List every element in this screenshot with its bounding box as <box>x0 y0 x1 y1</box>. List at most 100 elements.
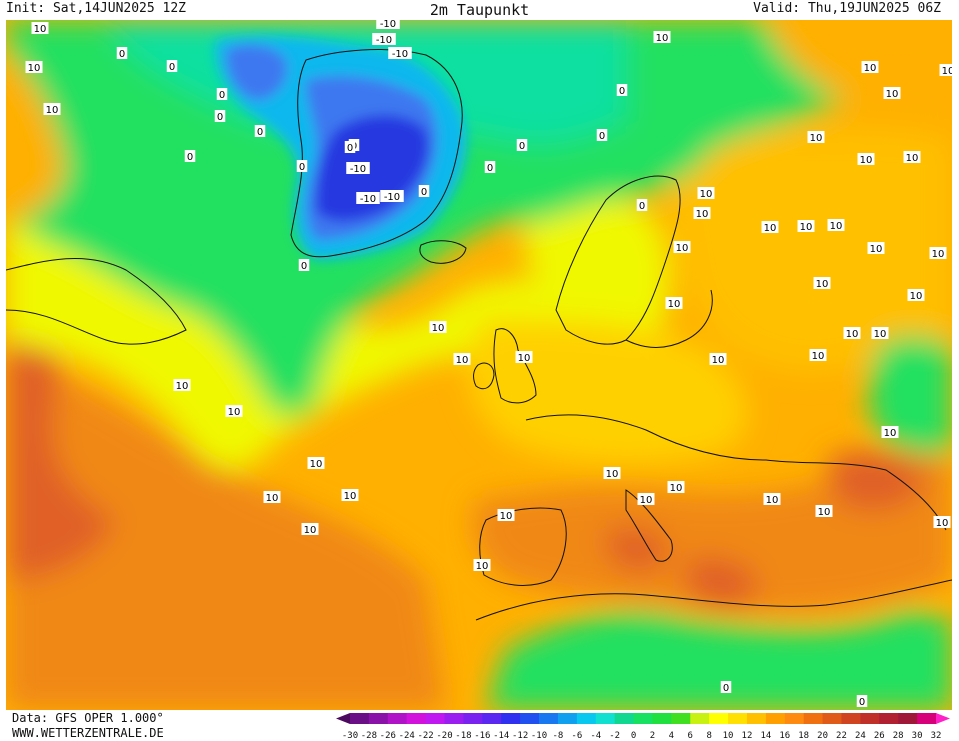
contour-label-box <box>596 129 608 141</box>
contour-label-box <box>636 199 648 211</box>
colorbar-swatch <box>860 713 880 724</box>
contour-label: 10 <box>43 103 61 116</box>
colorbar-swatch <box>350 713 370 724</box>
coast-britain <box>493 328 537 404</box>
contour-label-box <box>761 221 779 233</box>
contour-label-text: 0 <box>257 127 263 138</box>
contour-label-text: 0 <box>299 162 305 173</box>
contour-label: 10 <box>665 297 683 310</box>
contour-label-box <box>881 426 899 438</box>
contour-label-text: 10 <box>936 518 949 529</box>
colorbar-swatch <box>501 713 521 724</box>
contour-label-box <box>301 523 319 535</box>
colorbar-swatch <box>614 713 635 724</box>
contour-label-box <box>418 185 430 197</box>
contour-label-text: 10 <box>668 299 681 310</box>
contour-label-text: 10 <box>886 89 899 100</box>
field-cold-nw <box>226 44 287 100</box>
contour-label-text: 0 <box>519 141 525 152</box>
contour-label-box <box>225 405 243 417</box>
contour-label-box <box>856 695 868 707</box>
contour-label-box <box>857 153 875 165</box>
contour-label-box <box>429 321 447 333</box>
colorbar-tick-label: 2 <box>650 731 655 741</box>
contour-label-box <box>871 327 889 339</box>
contour-label: 10 <box>225 405 243 418</box>
contour-label-box <box>929 247 947 259</box>
contour-label-box <box>356 192 380 204</box>
contour-label-box <box>763 493 781 505</box>
colorbar-swatch <box>765 713 786 724</box>
colorbar-tick-label: -2 <box>609 731 620 741</box>
contour-labels: 1010100000000-10-10-10-10-10-10000000000… <box>25 20 952 708</box>
colorbar-tick-label: 18 <box>798 731 809 741</box>
contour-label: -10 <box>356 192 380 205</box>
field-hot-west <box>6 310 116 580</box>
colorbar-swatch <box>595 713 616 724</box>
contour-label-text: -10 <box>360 194 376 205</box>
contour-label-text: -10 <box>392 49 408 60</box>
contour-label: 10 <box>697 187 715 200</box>
contour-label-box <box>667 481 685 493</box>
coastlines <box>6 49 952 621</box>
colorbar-tick-label: -24 <box>399 731 415 741</box>
contour-label: -10 <box>376 20 400 30</box>
contour-label-box <box>216 88 228 100</box>
contour-label-text: 0 <box>723 683 729 694</box>
contour-label-text: 10 <box>884 428 897 439</box>
contour-label: 10 <box>693 207 711 220</box>
contour-label: 0 <box>418 185 430 198</box>
colorbar-tick-label: 14 <box>760 731 771 741</box>
colorbar-legend: -30 -28 -26 -24 -22 -20 -18 -16 -14 -12 -10 -8 -6 -4-… <box>336 713 950 741</box>
contour-label-box <box>616 84 628 96</box>
contour-label: 0 <box>214 110 226 123</box>
contour-label: 10 <box>25 61 43 74</box>
chart-title: 2m Taupunkt <box>429 1 530 19</box>
field-hot-libya <box>686 557 758 608</box>
contour-label-text: 10 <box>46 105 59 116</box>
contour-label-box <box>867 242 885 254</box>
contour-label-text: 10 <box>676 243 689 254</box>
contour-label-text: 10 <box>456 355 469 366</box>
contour-label-box <box>673 241 691 253</box>
contour-label: 10 <box>881 426 899 439</box>
colorbar-tick-label: -30 <box>342 731 358 741</box>
contour-label-text: 10 <box>606 469 619 480</box>
contour-label: 0 <box>166 60 178 73</box>
coast-ireland <box>473 362 495 390</box>
contour-label: 0 <box>116 47 128 60</box>
dewpoint-map: 1010100000000-10-10-10-10-10-10000000000… <box>6 20 952 710</box>
contour-label-box <box>263 491 281 503</box>
contour-label-box <box>653 31 671 43</box>
contour-label-text: -10 <box>380 20 396 30</box>
contour-label-box <box>25 61 43 73</box>
colorbar-swatch <box>690 713 710 724</box>
contour-label: 10 <box>473 559 491 572</box>
colorbar-tick-label: 22 <box>836 731 847 741</box>
colorbar-tick-label: 20 <box>817 731 828 741</box>
contour-label-text: 10 <box>500 511 513 522</box>
coast-africa <box>475 579 952 621</box>
contour-label: 10 <box>653 31 671 44</box>
colorbar-tick-label: -8 <box>553 731 564 741</box>
colorbar-swatch <box>728 713 748 724</box>
colorbar-swatch <box>917 713 937 724</box>
contour-label-box <box>307 457 325 469</box>
colorbar-tick-label: 0 <box>631 731 636 741</box>
contour-label-text: -10 <box>376 35 392 46</box>
contour-label-text: 10 <box>942 66 952 77</box>
contour-label-box <box>254 125 266 137</box>
contour-label-text: 10 <box>870 244 883 255</box>
contour-label-box <box>298 259 310 271</box>
data-source: Data: GFS OPER 1.000° <box>12 711 164 725</box>
contour-label-box <box>166 60 178 72</box>
contour-label: 10 <box>815 505 833 518</box>
contour-label: 10 <box>341 489 359 502</box>
field-orange-nw <box>6 50 66 220</box>
colorbar-tick-label: -18 <box>455 731 471 741</box>
contour-label: -10 <box>388 47 412 60</box>
contour-label-text: 10 <box>670 483 683 494</box>
contour-label-text: 0 <box>619 86 625 97</box>
contour-label-text: 0 <box>639 201 645 212</box>
contour-label-text: 0 <box>119 49 125 60</box>
